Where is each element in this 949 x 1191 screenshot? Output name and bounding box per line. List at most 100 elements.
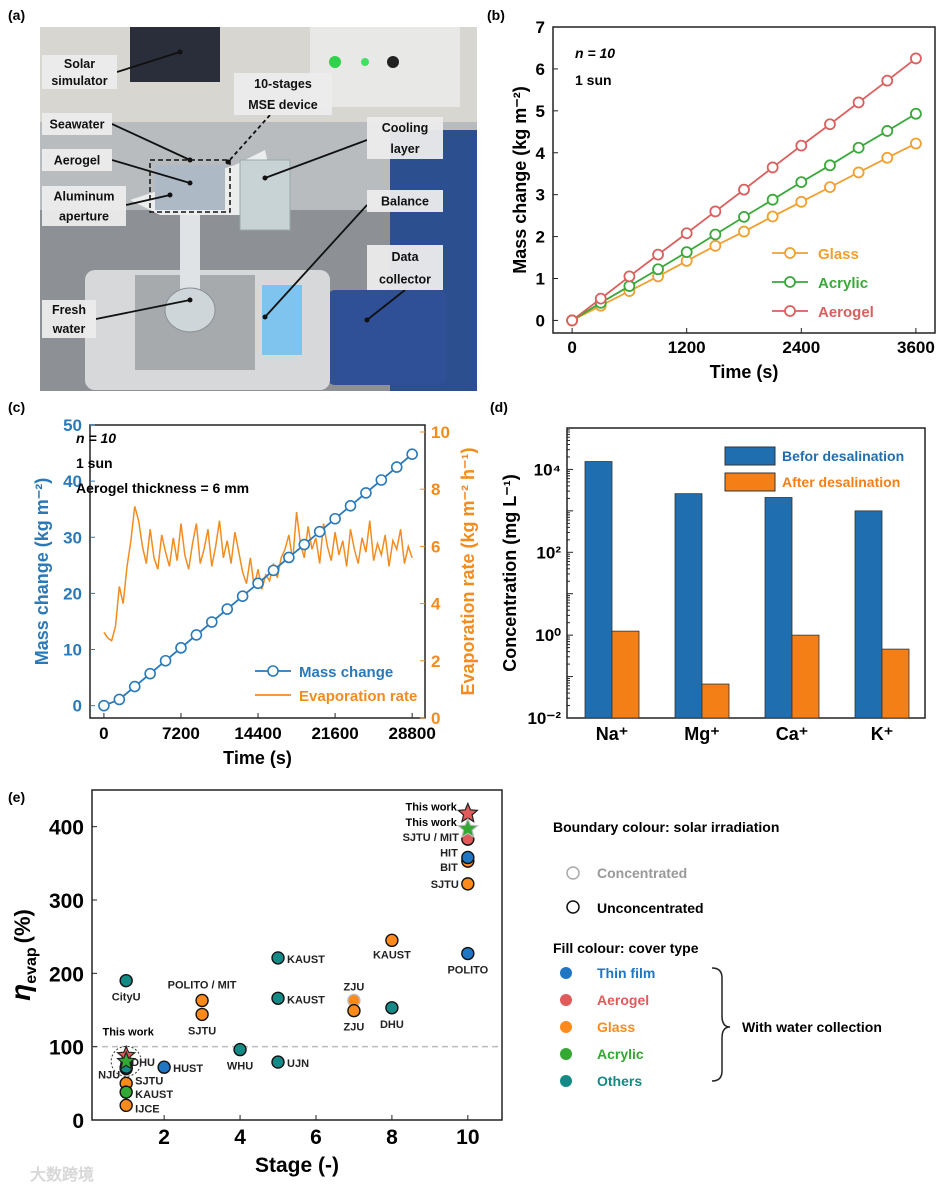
point-label: SJTU <box>135 1075 163 1087</box>
legend-label: Concentrated <box>597 865 687 881</box>
x-tick-label: 2 <box>158 1126 170 1149</box>
data-point <box>406 448 418 460</box>
data-point <box>881 125 894 137</box>
y-right-tick-label: 6 <box>431 537 440 556</box>
data-point <box>252 577 264 590</box>
data-point <box>385 1001 399 1015</box>
chart-d-concentration: 10⁻² 10⁰ 10² 10⁴ Concentration (mg L⁻¹) Na⁺ Mg… <box>500 427 926 744</box>
bar-after <box>611 630 640 719</box>
x-axis-label: Time (s) <box>710 362 779 382</box>
data-point <box>221 603 234 615</box>
callout-label: Fresh <box>52 303 86 317</box>
bar-after <box>881 648 910 719</box>
point-label: KAUST <box>287 954 325 966</box>
legend-label: Befor desalination <box>782 448 904 464</box>
legend-marker <box>784 305 796 317</box>
x-tick-label: 2400 <box>782 338 820 357</box>
plot-frame <box>91 789 503 1121</box>
panel-label-d: (d) <box>490 399 508 415</box>
x-tick-label: K⁺ <box>871 724 894 744</box>
data-point <box>390 461 403 473</box>
legend-bracket-label: With water collection <box>742 1019 882 1035</box>
point-label: KAUST <box>135 1089 173 1101</box>
panel-label-e: (e) <box>8 789 25 805</box>
point-label: WHU <box>227 1061 253 1073</box>
legend-label: Aerogel <box>818 304 874 321</box>
y-tick-label: 6 <box>536 60 545 79</box>
point-label: SJTU <box>431 879 459 891</box>
point-label: KAUST <box>287 994 325 1006</box>
data-point <box>795 195 808 208</box>
data-point <box>738 183 750 196</box>
legend-marker-concentrated <box>566 866 580 880</box>
y-tick-label: 20 <box>63 584 82 603</box>
y-label-eta: η <box>5 984 36 1001</box>
callout-arrow <box>95 299 191 320</box>
callout-label: Balance <box>381 195 429 209</box>
point-label: POLITO <box>447 965 488 977</box>
data-point <box>360 487 372 499</box>
point-label: SJTU <box>188 1025 216 1037</box>
y-tick-label: 0 <box>73 697 82 716</box>
callout-label: Cooling <box>382 121 429 135</box>
y-right-tick-label: 4 <box>431 595 441 614</box>
data-point <box>881 74 894 87</box>
star-icon <box>116 1050 137 1070</box>
chart-c-mass-evaporation: 0 7200 14400 21600 28800010203040500246810Ti… <box>32 416 478 768</box>
point-label: HUST <box>173 1063 203 1075</box>
callout-arrow <box>264 139 368 179</box>
callout-arrow <box>116 51 181 73</box>
data-point <box>233 1042 247 1057</box>
y-tick-label: 10 <box>63 641 82 660</box>
data-point <box>128 680 141 693</box>
y-tick-label: 0 <box>536 311 545 330</box>
callout-label: Seawater <box>50 118 105 132</box>
data-point <box>766 161 779 174</box>
data-point <box>824 159 836 172</box>
y-tick-label: 100 <box>49 1037 84 1060</box>
data-point <box>766 193 779 206</box>
x-tick-label: 14400 <box>234 724 281 743</box>
data-point <box>375 474 388 486</box>
arrow-head-icon <box>187 157 193 163</box>
x-axis-label: Stage (-) <box>255 1154 339 1177</box>
legend-marker <box>560 967 572 979</box>
legend-label: After desalination <box>782 474 900 490</box>
data-point <box>910 52 922 65</box>
arrow-head-icon <box>167 192 173 198</box>
callout-box <box>367 245 443 290</box>
data-point <box>709 239 722 252</box>
arrow-head-icon <box>177 49 183 55</box>
legend-label: Acrylic <box>818 275 868 292</box>
callout-box <box>367 117 443 159</box>
y-tick-label: 400 <box>49 817 84 840</box>
data-point <box>652 248 664 261</box>
legend-title-fill: Fill colour: cover type <box>553 940 699 956</box>
data-point <box>385 933 399 948</box>
arrow-head-icon <box>262 314 268 320</box>
point-label: DHU <box>131 1057 155 1069</box>
series-line-evaporation-rate <box>103 506 413 643</box>
legend-bracket <box>711 967 731 1082</box>
y-tick-label: 10⁴ <box>534 460 561 479</box>
data-point <box>271 1055 285 1069</box>
legend-marker-unconcentrated <box>566 900 580 914</box>
highlight-circle <box>110 1045 142 1077</box>
annotation: 1 sun <box>76 455 113 471</box>
arrow-head-icon <box>187 180 193 186</box>
y-tick-label: 40 <box>63 472 82 491</box>
data-point <box>594 292 607 305</box>
annotation: Aerogel thickness = 6 mm <box>76 480 249 496</box>
point-label: CityU <box>112 992 141 1004</box>
legend-marker <box>560 1075 572 1087</box>
bar-before <box>584 461 613 719</box>
legend-label: Thin film <box>597 965 655 981</box>
y-label-unit: (%) <box>10 909 35 943</box>
panel-label-b: (b) <box>487 7 505 23</box>
y-tick-label: 4 <box>536 144 546 163</box>
callout-box <box>42 113 112 135</box>
legend-swatch <box>724 446 776 466</box>
data-point <box>852 166 865 179</box>
callout-label: collector <box>379 272 431 286</box>
